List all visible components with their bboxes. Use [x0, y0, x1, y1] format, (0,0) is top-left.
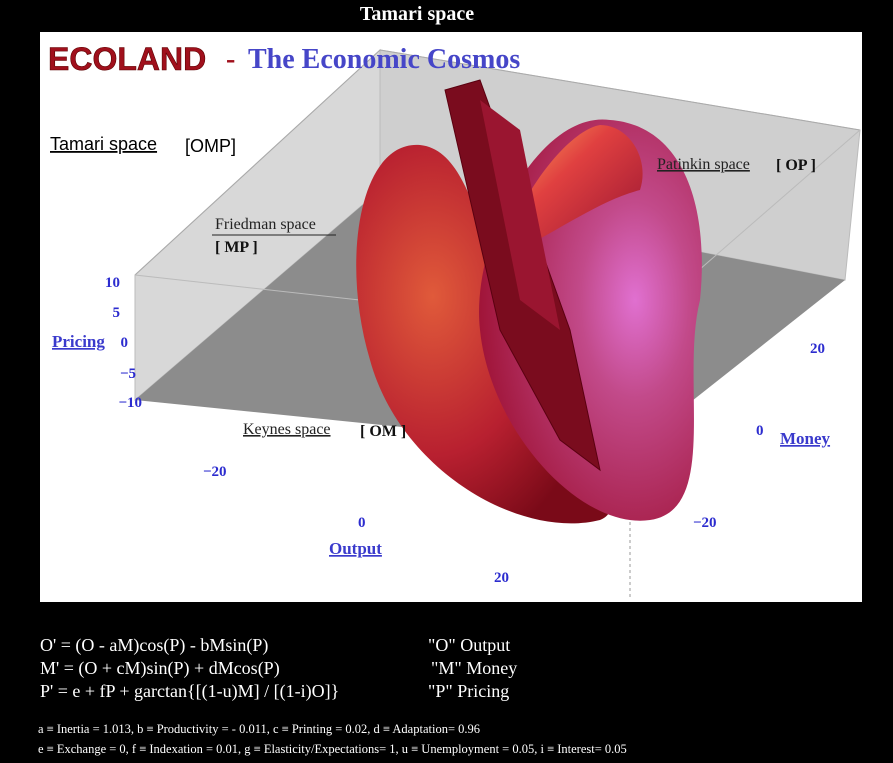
region-label: Friedman space — [215, 216, 316, 233]
tick-label: 5 — [113, 305, 121, 321]
region-label: Keynes space — [243, 421, 331, 438]
equation-meaning: "M" Money — [431, 658, 517, 678]
axis-label: Money — [780, 429, 831, 448]
region-tag: [ OP ] — [776, 157, 816, 174]
equation: O' = (O - aM)cos(P) - bMsin(P) — [40, 635, 268, 656]
tick-label: 0 — [756, 423, 764, 439]
region-tag: [OMP] — [185, 136, 236, 156]
parameters: e ≡ Exchange = 0, f ≡ Indexation = 0.01,… — [38, 742, 627, 756]
tick-label: −5 — [120, 366, 136, 382]
region-tag: [ MP ] — [215, 239, 258, 256]
tick-label: −20 — [693, 515, 717, 531]
tick-label: −10 — [118, 395, 142, 411]
axis-label: Output — [329, 539, 382, 558]
region-tag: [ OM ] — [360, 423, 406, 440]
logo-subtitle: The Economic Cosmos — [248, 44, 520, 75]
tick-label: 20 — [810, 341, 825, 357]
region-label: Patinkin space — [657, 156, 750, 173]
surface — [480, 100, 560, 330]
equation-meaning: "O" Output — [428, 635, 510, 655]
tick-label: 0 — [358, 515, 366, 531]
logo-dash: - — [226, 44, 235, 75]
equation-meaning: "P" Pricing — [428, 681, 509, 701]
tick-label: −20 — [203, 464, 227, 480]
parameters: a ≡ Inertia = 1.013, b ≡ Productivity = … — [38, 722, 480, 736]
logo-brand: ECOLAND — [48, 41, 206, 77]
axis-label: Pricing — [52, 332, 105, 351]
equation: P' = e + fP + garctan{[(1-u)M] / [(1-i)O… — [40, 681, 339, 702]
page-title: Tamari space — [360, 3, 474, 25]
equation: M' = (O + cM)sin(P) + dMcos(P) — [40, 658, 280, 679]
box-edge — [134, 49, 861, 276]
tick-label: 10 — [105, 275, 120, 291]
tick-label: 0 — [121, 335, 129, 351]
region-label: Tamari space — [50, 134, 157, 154]
tick-label: 20 — [494, 570, 509, 586]
